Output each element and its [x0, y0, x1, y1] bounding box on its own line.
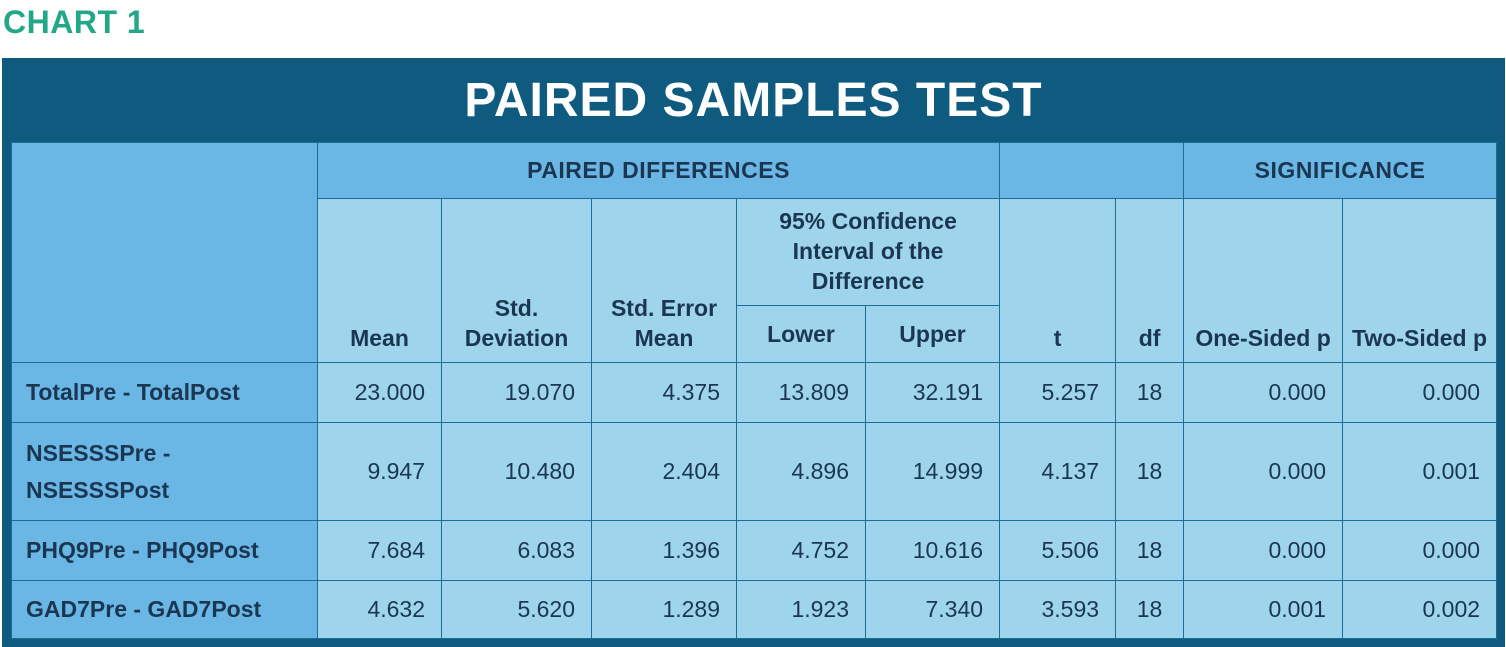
cell-mean: 23.000 [317, 362, 442, 423]
cell-two-sided-p: 0.001 [1342, 422, 1498, 521]
paired-samples-table: PAIRED DIFFERENCES SIGNIFICANCE Mean Std… [11, 142, 1498, 639]
cell-t: 5.257 [999, 362, 1117, 423]
cell-two-sided-p: 0.000 [1342, 362, 1498, 423]
row-label: NSESSSPre - NSESSSPost [11, 422, 318, 521]
cell-lower: 4.896 [736, 422, 866, 521]
table-row: NSESSSPre - NSESSSPost 9.947 10.480 2.40… [11, 422, 1498, 521]
chart-label: CHART 1 [3, 4, 146, 40]
cell-mean: 4.632 [317, 580, 442, 639]
corner-cell [11, 142, 318, 363]
cell-t: 5.506 [999, 520, 1117, 581]
cell-std-deviation: 10.480 [441, 422, 592, 521]
cell-df: 18 [1115, 362, 1185, 423]
column-header-two-sided-p: Two-Sided p [1342, 198, 1498, 363]
column-header-t: t [999, 198, 1117, 363]
group-header-significance: SIGNIFICANCE [1183, 142, 1498, 199]
cell-mean: 7.684 [317, 520, 442, 581]
cell-std-deviation: 19.070 [441, 362, 592, 423]
cell-df: 18 [1115, 422, 1185, 521]
cell-one-sided-p: 0.001 [1183, 580, 1344, 639]
column-header-upper: Upper [864, 305, 1001, 363]
cell-t: 3.593 [999, 580, 1117, 639]
cell-upper: 10.616 [864, 520, 1001, 581]
row-label: PHQ9Pre - PHQ9Post [11, 520, 318, 581]
row-label: GAD7Pre - GAD7Post [11, 580, 318, 639]
cell-df: 18 [1115, 580, 1185, 639]
row-label: TotalPre - TotalPost [11, 362, 318, 423]
column-header-df: df [1115, 198, 1185, 363]
cell-upper: 32.191 [864, 362, 1001, 423]
cell-t: 4.137 [999, 422, 1117, 521]
table-title: PAIRED SAMPLES TEST [464, 74, 1043, 127]
row-label-line: NSESSSPost [26, 476, 170, 503]
cell-lower: 4.752 [736, 520, 866, 581]
column-header-one-sided-p: One-Sided p [1183, 198, 1344, 363]
column-header-std-deviation: Std. Deviation [441, 198, 592, 363]
cell-two-sided-p: 0.000 [1342, 520, 1498, 581]
cell-std-error-mean: 1.396 [591, 520, 737, 581]
cell-upper: 7.340 [864, 580, 1001, 639]
column-header-mean: Mean [317, 198, 442, 363]
column-header-confidence-interval: 95% Confidence Interval of the Differenc… [735, 198, 1001, 306]
cell-one-sided-p: 0.000 [1183, 520, 1344, 581]
group-header-paired-differences: PAIRED DIFFERENCES [316, 142, 1001, 199]
group-header-blank [999, 142, 1185, 199]
cell-lower: 13.809 [736, 362, 866, 423]
cell-two-sided-p: 0.002 [1342, 580, 1498, 639]
cell-lower: 1.923 [736, 580, 866, 639]
cell-std-deviation: 6.083 [441, 520, 592, 581]
cell-std-error-mean: 2.404 [591, 422, 737, 521]
column-header-lower: Lower [736, 305, 866, 363]
table-row: TotalPre - TotalPost 23.000 19.070 4.375… [11, 362, 1498, 423]
column-header-std-error-mean: Std. Error Mean [591, 198, 737, 363]
table-row: GAD7Pre - GAD7Post 4.632 5.620 1.289 1.9… [11, 580, 1498, 639]
cell-std-deviation: 5.620 [441, 580, 592, 639]
cell-df: 18 [1115, 520, 1185, 581]
table-row: PHQ9Pre - PHQ9Post 7.684 6.083 1.396 4.7… [11, 520, 1498, 581]
cell-std-error-mean: 1.289 [591, 580, 737, 639]
table-frame: PAIRED SAMPLES TEST PAIRED DIFFERENCES S… [2, 58, 1505, 647]
cell-mean: 9.947 [317, 422, 442, 521]
cell-upper: 14.999 [864, 422, 1001, 521]
cell-one-sided-p: 0.000 [1183, 362, 1344, 423]
cell-one-sided-p: 0.000 [1183, 422, 1344, 521]
cell-std-error-mean: 4.375 [591, 362, 737, 423]
row-label-line: NSESSSPre - [26, 439, 171, 466]
